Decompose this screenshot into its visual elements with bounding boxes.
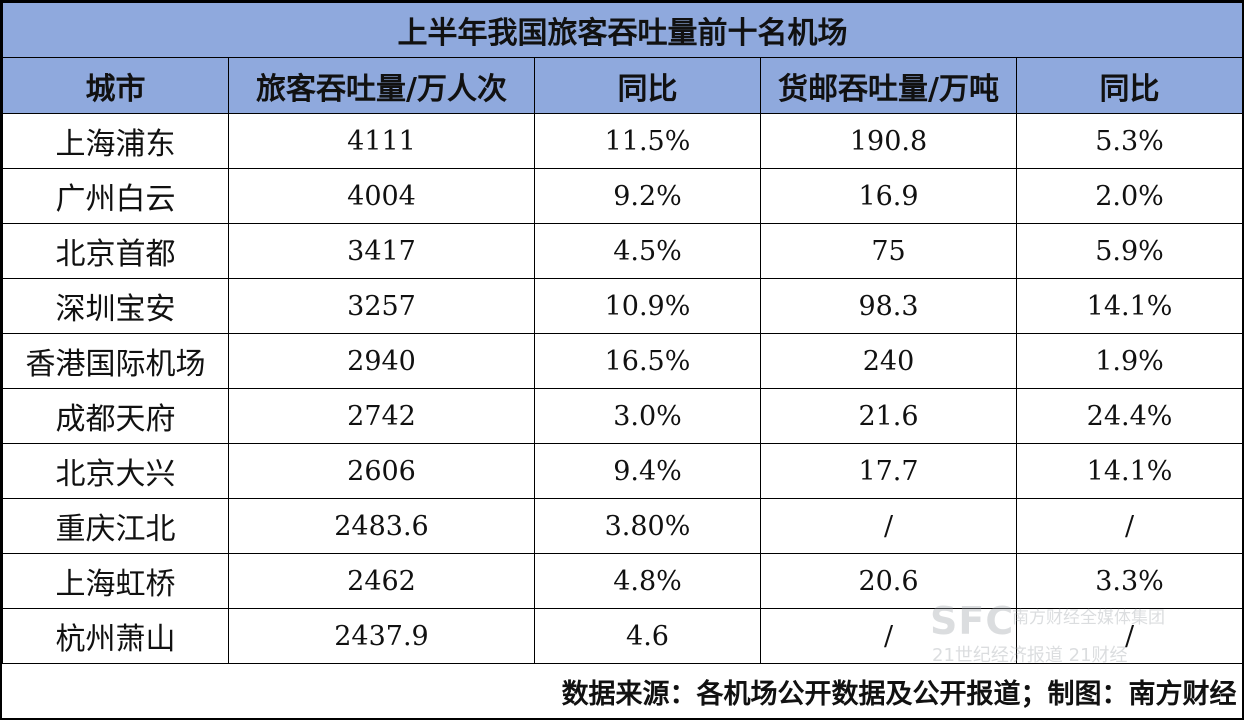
table-row: 香港国际机场 2940 16.5% 240 1.9% [2, 333, 1244, 389]
cell-passenger-throughput: 2462 [228, 553, 535, 609]
cell-cargo-throughput: 16.9 [760, 168, 1017, 224]
header-passenger-yoy: 同比 [534, 57, 761, 114]
cell-cargo-throughput: 240 [760, 333, 1017, 389]
header-passenger-throughput: 旅客吞吐量/万人次 [228, 57, 535, 114]
table-row: 上海浦东 4111 11.5% 190.8 5.3% [2, 113, 1244, 169]
cell-cargo-yoy: / [1015, 608, 1244, 664]
table-row: 重庆江北 2483.6 3.80% / / [2, 498, 1244, 554]
header-cargo-yoy: 同比 [1015, 57, 1244, 114]
cell-passenger-throughput: 3417 [228, 223, 535, 279]
cell-city: 杭州萧山 [2, 608, 229, 664]
cell-passenger-yoy: 4.8% [534, 553, 761, 609]
cell-city: 北京首都 [2, 223, 229, 279]
cell-cargo-yoy: 5.3% [1015, 113, 1244, 169]
cell-passenger-throughput: 2742 [228, 388, 535, 444]
cell-cargo-yoy: 2.0% [1015, 168, 1244, 224]
cell-cargo-yoy: 24.4% [1015, 388, 1244, 444]
cell-passenger-yoy: 10.9% [534, 278, 761, 334]
cell-passenger-throughput: 2940 [228, 333, 535, 389]
cell-passenger-yoy: 3.80% [534, 498, 761, 554]
table-row: 深圳宝安 3257 10.9% 98.3 14.1% [2, 278, 1244, 334]
cell-passenger-yoy: 9.2% [534, 168, 761, 224]
cell-passenger-yoy: 3.0% [534, 388, 761, 444]
table-row: 杭州萧山 2437.9 4.6// [2, 608, 1244, 664]
cell-city: 成都天府 [2, 388, 229, 444]
cell-passenger-yoy: 9.4% [534, 443, 761, 499]
cell-city: 广州白云 [2, 168, 229, 224]
cell-passenger-throughput: 2437.9 [228, 608, 535, 664]
cell-cargo-throughput: 21.6 [760, 388, 1017, 444]
header-cargo-throughput: 货邮吞吐量/万吨 [760, 57, 1017, 114]
cell-city: 上海虹桥 [2, 553, 229, 609]
table-row: 广州白云 4004 9.2% 16.9 2.0% [2, 168, 1244, 224]
table-title: 上半年我国旅客吞吐量前十名机场 [1, 2, 1244, 58]
cell-passenger-yoy: 11.5% [534, 113, 761, 169]
header-city: 城市 [2, 57, 229, 114]
cell-city: 北京大兴 [2, 443, 229, 499]
table-row: 北京大兴 2606 9.4% 17.7 14.1% [2, 443, 1244, 499]
table-row: 上海虹桥 2462 4.8% 20.6 3.3% [2, 553, 1244, 609]
cell-cargo-yoy: 14.1% [1015, 443, 1244, 499]
table-title-row: 上半年我国旅客吞吐量前十名机场 [1, 2, 1244, 58]
cell-city: 深圳宝安 [2, 278, 229, 334]
table-header-row: 城市 旅客吞吐量/万人次 同比 货邮吞吐量/万吨 同比 [2, 57, 1244, 114]
cell-passenger-throughput: 4111 [228, 113, 535, 169]
cell-cargo-throughput: / [760, 498, 1017, 554]
table-row: 北京首都 3417 4.5% 75 5.9% [2, 223, 1244, 279]
cell-city: 香港国际机场 [2, 333, 229, 389]
table-row: 成都天府 2742 3.0% 21.6 24.4% [2, 388, 1244, 444]
cell-cargo-throughput: 75 [760, 223, 1017, 279]
cell-passenger-throughput: 3257 [228, 278, 535, 334]
cell-cargo-throughput: 98.3 [760, 278, 1017, 334]
cell-cargo-yoy: 3.3% [1015, 553, 1244, 609]
cell-passenger-throughput: 4004 [228, 168, 535, 224]
cell-cargo-yoy: / [1015, 498, 1244, 554]
cell-cargo-yoy: 1.9% [1015, 333, 1244, 389]
cell-cargo-throughput: 17.7 [760, 443, 1017, 499]
cell-city: 重庆江北 [2, 498, 229, 554]
cell-passenger-yoy: 4.5% [534, 223, 761, 279]
table-footer-row: 数据来源：各机场公开数据及公开报道；制图：南方财经 [2, 663, 1243, 718]
cell-city: 上海浦东 [2, 113, 229, 169]
cell-passenger-yoy: 16.5% [534, 333, 761, 389]
cell-cargo-yoy: 5.9% [1015, 223, 1244, 279]
cell-cargo-throughput: 190.8 [760, 113, 1017, 169]
cell-passenger-throughput: 2483.6 [228, 498, 535, 554]
cell-passenger-yoy: 4.6 [534, 608, 761, 664]
cell-passenger-throughput: 2606 [228, 443, 535, 499]
cell-cargo-throughput: / [760, 608, 1017, 664]
source-note: 数据来源：各机场公开数据及公开报道；制图：南方财经 [2, 663, 1243, 718]
cell-cargo-yoy: 14.1% [1015, 278, 1244, 334]
cell-cargo-throughput: 20.6 [760, 553, 1017, 609]
